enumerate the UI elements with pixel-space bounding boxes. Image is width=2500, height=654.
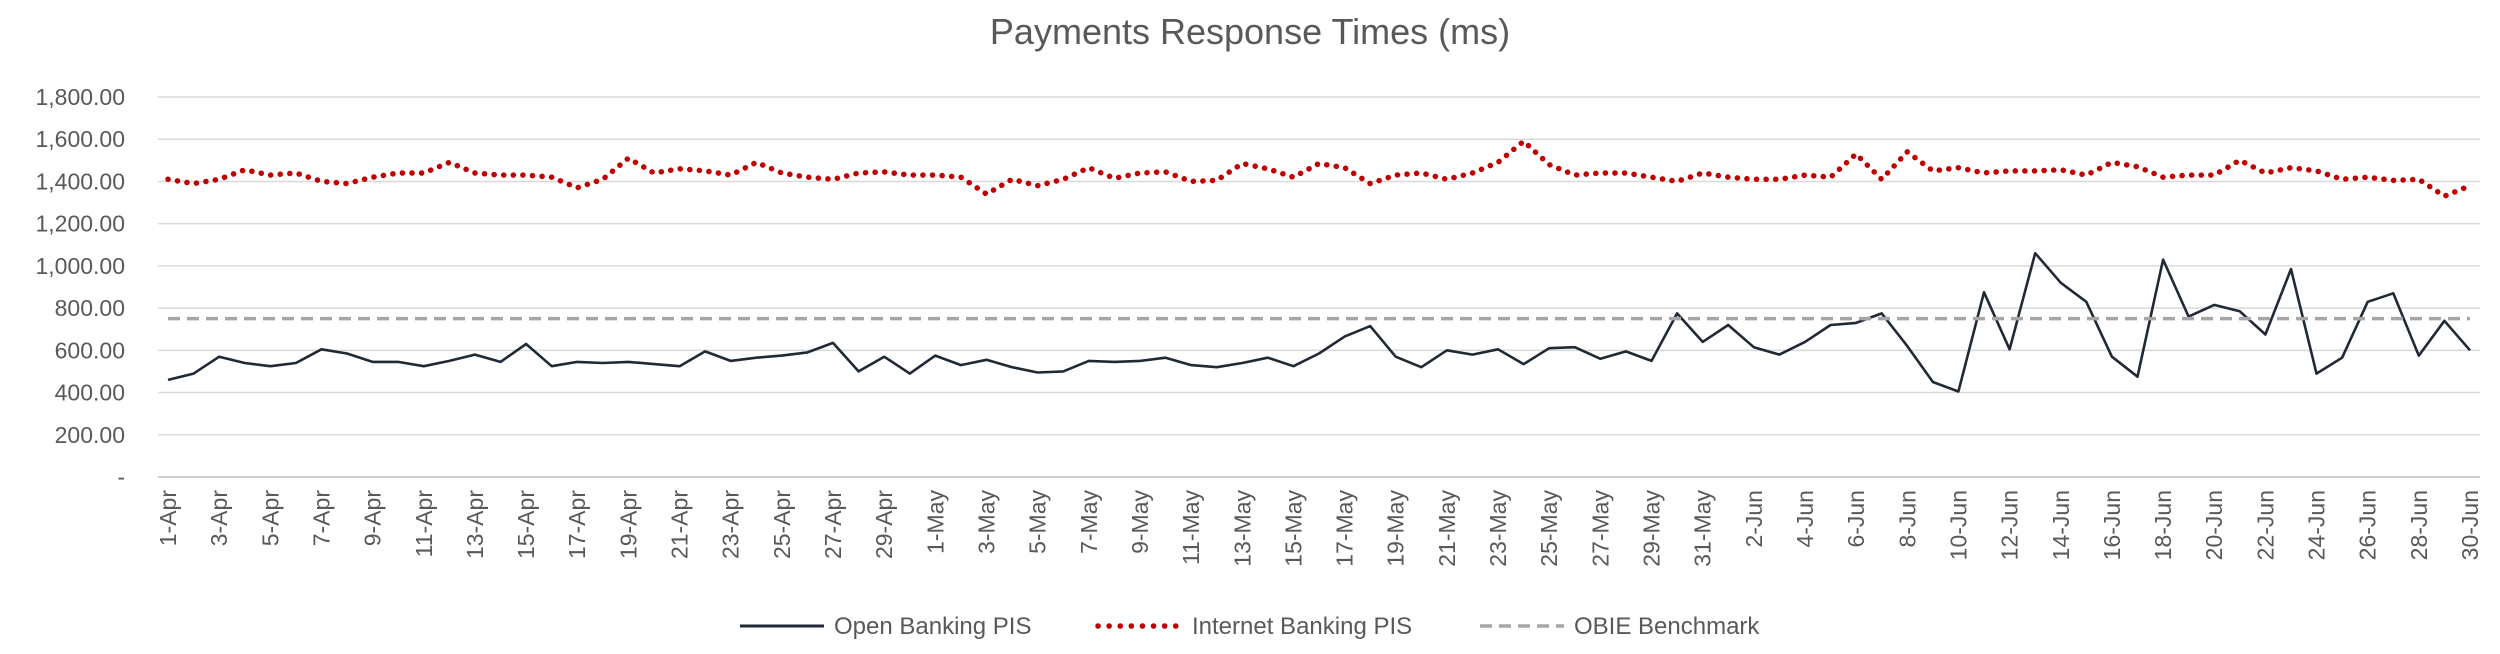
y-tick-label: 1,600.00 (35, 126, 125, 152)
x-tick-label: 15-Apr (513, 490, 539, 559)
x-tick-label: 5-Apr (257, 490, 283, 547)
x-axis-tick-labels: 1-Apr 3-Apr 5-Apr 7-Apr 9-Apr 11-Apr 13-Apr 15-… (155, 490, 2483, 567)
x-tick-label: 18-Jun (2150, 490, 2176, 560)
x-tick-label: 19-Apr (615, 490, 641, 559)
x-tick-label: 23-Apr (718, 490, 744, 559)
series-layer (165, 137, 2473, 393)
x-tick-label: 25-Apr (769, 490, 795, 559)
x-tick-label: 13-May (1229, 490, 1255, 567)
y-tick-label: 1,200.00 (35, 211, 125, 237)
x-tick-label: 28-Jun (2406, 490, 2432, 560)
x-tick-label: 5-May (1025, 490, 1051, 554)
gridlines (158, 96, 2480, 478)
y-tick-label: 400.00 (55, 380, 125, 406)
x-tick-label: 9-May (1127, 490, 1153, 554)
y-tick-label: 1,400.00 (35, 168, 125, 194)
x-tick-label: 14-Jun (2048, 490, 2074, 560)
x-tick-label: 3-May (973, 490, 999, 554)
x-tick-label: 27-Apr (820, 490, 846, 559)
y-tick-label: 800.00 (55, 295, 125, 321)
y-tick-label: 1,000.00 (35, 253, 125, 279)
x-tick-label: 2-Jun (1741, 490, 1767, 548)
x-tick-label: 7-May (1076, 490, 1102, 554)
x-tick-label: 3-Apr (206, 490, 232, 547)
legend-label: Internet Banking PIS (1192, 613, 1412, 640)
y-tick-label: - (117, 464, 125, 490)
x-tick-label: 29-May (1639, 490, 1665, 567)
x-tick-label: 9-Apr (360, 490, 386, 547)
open-banking-line (167, 251, 2471, 393)
x-tick-label: 10-Jun (1945, 490, 1971, 560)
x-tick-label: 6-Jun (1843, 490, 1869, 548)
x-tick-label: 13-Apr (462, 490, 488, 559)
internet-banking-line (165, 137, 2473, 200)
x-tick-label: 24-Jun (2304, 490, 2330, 560)
x-tick-label: 16-Jun (2099, 490, 2125, 560)
x-tick-label: 1-Apr (155, 490, 181, 547)
chart-title: Payments Response Times (ms) (990, 11, 1510, 52)
x-tick-label: 21-May (1434, 490, 1460, 567)
x-tick-label: 25-May (1536, 490, 1562, 567)
x-tick-label: 15-May (1280, 490, 1306, 567)
y-axis-tick-labels: - 200.00 400.00 600.00 800.00 1,000.00 1,200.0… (35, 84, 125, 490)
y-tick-label: 200.00 (55, 422, 125, 448)
x-tick-label: 17-Apr (564, 490, 590, 559)
x-tick-label: 17-May (1332, 490, 1358, 567)
x-tick-label: 31-May (1690, 490, 1716, 567)
x-tick-label: 7-Apr (308, 490, 334, 547)
x-tick-label: 20-Jun (2201, 490, 2227, 560)
legend-label: OBIE Benchmark (1574, 613, 1760, 640)
x-tick-label: 21-Apr (667, 490, 693, 559)
y-tick-label: 600.00 (55, 337, 125, 363)
x-tick-label: 23-May (1485, 490, 1511, 567)
x-tick-label: 30-Jun (2457, 490, 2483, 560)
legend: Open Banking PIS Internet Banking PIS OBIE… (740, 613, 1760, 640)
x-tick-label: 8-Jun (1894, 490, 1920, 548)
legend-label: Open Banking PIS (834, 613, 1031, 640)
x-tick-label: 29-Apr (871, 490, 897, 559)
x-tick-label: 19-May (1383, 490, 1409, 567)
x-tick-label: 12-Jun (1997, 490, 2023, 560)
x-tick-label: 4-Jun (1792, 490, 1818, 548)
x-tick-label: 11-May (1178, 490, 1204, 565)
x-tick-label: 1-May (922, 490, 948, 554)
x-tick-label: 11-Apr (411, 490, 437, 558)
x-tick-label: 26-Jun (2355, 490, 2381, 560)
y-tick-label: 1,800.00 (35, 84, 125, 110)
x-tick-label: 22-Jun (2252, 490, 2278, 560)
x-tick-label: 27-May (1587, 490, 1613, 567)
